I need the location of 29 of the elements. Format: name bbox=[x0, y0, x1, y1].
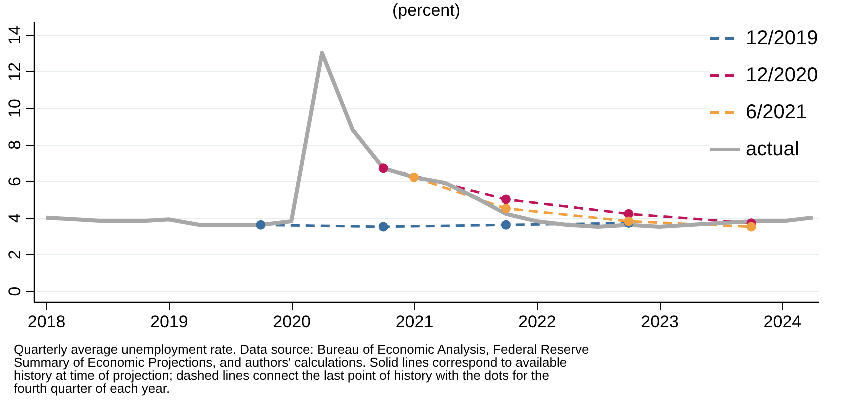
x-tick-label: 2018 bbox=[28, 312, 66, 332]
y-tick-label: 10 bbox=[6, 99, 24, 118]
legend-label: 6/2021 bbox=[746, 102, 808, 124]
point bbox=[256, 220, 266, 230]
point bbox=[746, 222, 756, 232]
y-tick-label: 12 bbox=[6, 62, 24, 82]
legend-label: 12/2019 bbox=[746, 28, 818, 50]
y-tick-label: 6 bbox=[6, 176, 24, 186]
point bbox=[501, 204, 511, 214]
x-tick-label: 2020 bbox=[273, 312, 311, 332]
x-tick-label: 2023 bbox=[641, 312, 679, 332]
x-tick-label: 2021 bbox=[396, 312, 434, 332]
text: Quarterly average unemployment rate. Data source: Bureau of Economic Analysis, Federal Reserve Summary of Economic Projections, and authors' calculations. Solid lines correspond to available history at time of projection; dashed lines connect the last point of history with the dots for the fourth quarter of each year. bbox=[14, 342, 590, 396]
y-tick-label: 2 bbox=[6, 250, 24, 260]
y-tick-label: 14 bbox=[6, 26, 24, 45]
x-tick-label: 2022 bbox=[518, 312, 556, 332]
legend-label: 12/2020 bbox=[746, 64, 818, 86]
x-tick-label: 2024 bbox=[764, 312, 802, 332]
point bbox=[501, 220, 511, 230]
y-tick-label: 0 bbox=[6, 286, 24, 296]
y-tick-label: 4 bbox=[6, 214, 24, 224]
legend-label: actual bbox=[746, 138, 800, 160]
y-tick-label: 8 bbox=[6, 140, 24, 150]
point bbox=[378, 222, 388, 232]
x-tick-label: 2019 bbox=[150, 312, 188, 332]
point bbox=[501, 194, 511, 204]
chart-title: (percent) bbox=[392, 1, 461, 20]
point bbox=[378, 164, 388, 174]
point bbox=[409, 172, 419, 182]
